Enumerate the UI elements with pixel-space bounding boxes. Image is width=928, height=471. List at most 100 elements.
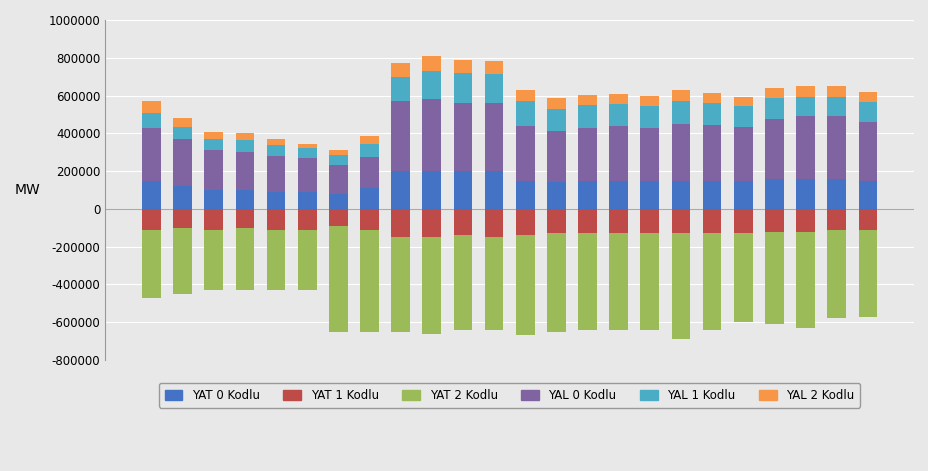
Bar [671,90,690,101]
Bar [360,136,379,144]
Bar [671,180,690,209]
Bar [422,171,441,209]
Bar [639,180,659,209]
Bar [857,180,876,209]
Bar [142,180,161,209]
Bar [298,148,316,158]
Bar [329,150,347,155]
Bar [795,232,814,328]
Bar [639,106,659,128]
Bar [702,180,721,209]
Bar [765,98,783,119]
Bar [577,105,597,128]
Bar [733,127,752,180]
Bar [733,180,752,209]
Bar [857,102,876,122]
Bar [609,209,627,234]
Bar [547,209,565,234]
Bar [577,234,597,330]
Bar [765,119,783,179]
Bar [702,103,721,125]
Bar [453,103,471,171]
Bar [547,234,565,332]
Bar [795,86,814,97]
Bar [484,171,503,209]
Bar [702,234,721,330]
Bar [515,126,534,180]
Bar [857,92,876,102]
Bar [484,209,503,237]
Bar [702,209,721,234]
Bar [142,209,161,230]
Bar [453,171,471,209]
Bar [702,125,721,180]
Bar [857,209,876,230]
Bar [671,101,690,124]
Bar [422,56,441,71]
Bar [298,144,316,148]
Bar [795,209,814,232]
Bar [391,209,409,237]
Bar [827,209,845,230]
Bar [204,190,223,209]
Bar [236,228,254,290]
Bar [765,209,783,232]
Bar [453,236,471,330]
Bar [609,234,627,330]
Bar [795,97,814,116]
Bar [173,127,192,139]
Bar [422,71,441,99]
Bar [391,64,409,77]
Bar [266,230,285,290]
Bar [827,86,845,97]
Bar [142,113,161,128]
Bar [671,234,690,339]
Bar [360,144,379,157]
Bar [236,209,254,228]
Bar [765,88,783,98]
Bar [391,171,409,209]
Bar [827,97,845,116]
Bar [639,209,659,234]
Bar [515,101,534,126]
Bar [298,158,316,192]
Bar [453,209,471,236]
Bar [609,104,627,126]
Bar [298,192,316,209]
Bar [639,128,659,180]
Bar [577,209,597,234]
Bar [484,103,503,171]
Bar [547,131,565,182]
Bar [609,180,627,209]
Bar [547,98,565,109]
Bar [298,209,316,230]
Bar [360,209,379,230]
Bar [422,209,441,237]
Bar [173,209,192,228]
Bar [298,230,316,290]
Bar [173,139,192,186]
Bar [391,101,409,171]
Bar [515,180,534,209]
Bar [515,90,534,101]
Bar [391,77,409,101]
Bar [266,192,285,209]
Bar [827,179,845,209]
Bar [733,234,752,322]
Bar [671,124,690,180]
Bar [391,237,409,332]
Bar [236,152,254,190]
Bar [609,94,627,104]
Bar [857,230,876,317]
Bar [827,116,845,179]
Bar [484,74,503,103]
Bar [484,61,503,74]
Bar [639,96,659,106]
Bar [733,209,752,234]
Bar [142,128,161,180]
Bar [360,230,379,332]
Bar [360,157,379,188]
Bar [827,230,845,318]
Bar [671,209,690,234]
Bar [142,101,161,113]
